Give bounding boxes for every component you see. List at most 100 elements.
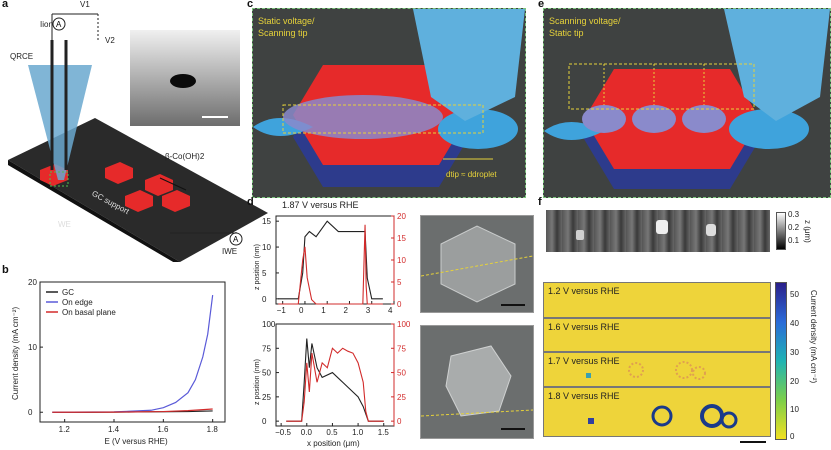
topography-colorbar xyxy=(776,212,786,250)
current-map-row-3: 1.7 V versus RHE xyxy=(543,352,771,387)
y2-tick-label: 50 xyxy=(397,369,406,378)
series-line xyxy=(278,220,383,300)
panel-label-a: a xyxy=(2,0,9,10)
label-material: β-Co(OH)2 xyxy=(165,152,205,161)
row-label: 1.7 V versus RHE xyxy=(548,356,620,366)
current-colorbar xyxy=(775,282,787,440)
x-tick-label: 4 xyxy=(388,306,393,315)
y-tick-label: 10 xyxy=(28,343,37,352)
panel-label-d: d xyxy=(247,196,254,208)
y2-tick-label: 20 xyxy=(397,212,406,221)
panel-c-dtip: dtip ≈ ddroplet xyxy=(446,170,497,179)
panel-e-schematic: Scanning voltage/ Static tip xyxy=(543,8,831,198)
ammeter-icon xyxy=(52,17,66,31)
colorbar-tick: 0 xyxy=(790,432,795,441)
y-tick-label: 0 xyxy=(262,417,267,426)
series-line xyxy=(52,408,213,413)
scale-bar xyxy=(740,441,766,443)
x-tick-label: 1.5 xyxy=(378,428,390,437)
plot-frame xyxy=(39,281,226,423)
colorbar-tick: 30 xyxy=(790,348,799,357)
panel-label-f: f xyxy=(538,196,542,208)
colorbar-tick: 10 xyxy=(790,405,799,414)
panel-label-b: b xyxy=(2,264,9,276)
scale-bar xyxy=(202,116,228,118)
panel-d-title: 1.87 V versus RHE xyxy=(282,200,359,210)
plot-frame xyxy=(275,215,395,305)
y2-tick-label: 15 xyxy=(397,234,406,243)
y2-tick-label: 25 xyxy=(397,393,406,402)
row-label: 1.8 V versus RHE xyxy=(548,391,620,401)
panel-a-schematic: A A xyxy=(8,13,268,262)
x-tick-label: 0.5 xyxy=(326,428,338,437)
series-line xyxy=(286,338,384,422)
scale-bar xyxy=(501,304,525,306)
scale-bar xyxy=(501,428,525,430)
row-label: 1.6 V versus RHE xyxy=(548,322,620,332)
panel-c-schematic: Static voltage/ Scanning tip dtip ≈ ddro… xyxy=(252,8,526,198)
legend-label: GC xyxy=(62,288,74,297)
current-map-row-2: 1.6 V versus RHE xyxy=(543,318,771,352)
series-line xyxy=(286,347,384,422)
x-tick-label: 1 xyxy=(321,306,326,315)
y2-tick-label: 0 xyxy=(397,300,402,309)
hexagon-flake xyxy=(162,190,190,212)
hexagon-flake xyxy=(105,162,133,184)
topo-tick-3: 0.1 xyxy=(788,236,800,245)
chart-d-bottom: −0.5 0.0 0.5 1.0 1.5 0 25 50 75 100 0 25 50 75 100 x po… xyxy=(254,320,411,448)
y-tick-label: 10 xyxy=(262,243,271,252)
y-tick-label: 15 xyxy=(262,217,271,226)
panel-e-caption-1: Scanning voltage/ xyxy=(549,16,621,26)
y2-tick-label: 100 xyxy=(397,320,411,329)
topo-tick-2: 0.2 xyxy=(788,223,800,232)
colorbar-tick: 50 xyxy=(790,290,799,299)
y-axis-label: z position (nm) xyxy=(254,244,261,290)
x-tick-label: 1.0 xyxy=(352,428,364,437)
hexagon-flake xyxy=(125,190,153,212)
label-v2: V2 xyxy=(105,36,115,45)
x-tick-label: 2 xyxy=(343,306,348,315)
svg-text:A: A xyxy=(56,20,62,29)
gc-support-top xyxy=(8,118,268,262)
panel-c-caption-1: Static voltage/ xyxy=(258,16,315,26)
x-tick-label: −1 xyxy=(277,306,287,315)
y-tick-label: 25 xyxy=(262,393,271,402)
current-map-row-1: 1.2 V versus RHE xyxy=(543,282,771,318)
row-label: 1.2 V versus RHE xyxy=(548,286,620,296)
pipette-cone xyxy=(28,65,92,180)
y2-tick-label: 0 xyxy=(397,417,402,426)
x-tick-label: 0 xyxy=(299,306,304,315)
series-line xyxy=(278,224,383,305)
y-tick-label: 20 xyxy=(28,278,37,287)
label-v1: V1 xyxy=(80,0,90,9)
panel-label-e: e xyxy=(538,0,545,10)
x-tick-label: 0.0 xyxy=(301,428,313,437)
sem-image-top xyxy=(420,215,534,313)
y-tick-label: 50 xyxy=(262,369,271,378)
panel-e-caption-2: Static tip xyxy=(549,28,584,38)
y2-tick-label: 5 xyxy=(397,278,402,287)
pipette-inset-image xyxy=(130,30,240,126)
y-axis-label: z position (nm) xyxy=(254,359,261,405)
y2-tick-label: 10 xyxy=(397,256,406,265)
y-tick-label: 0 xyxy=(28,408,33,417)
hexagon-flake xyxy=(145,174,173,196)
x-tick-label: 1.8 xyxy=(207,425,219,434)
droplet-marker xyxy=(49,171,69,187)
label-we: WE xyxy=(58,220,71,229)
chart-b: 1.2 1.4 1.6 1.8 0 10 20 E (V versus RHE) Current… xyxy=(11,278,226,446)
y-tick-label: 75 xyxy=(262,344,271,353)
x-tick-label: 1.4 xyxy=(108,425,120,434)
x-tick-label: 1.2 xyxy=(59,425,71,434)
x-axis-label: x position (μm) xyxy=(307,439,360,448)
y-axis-label: Current density (mA cm⁻²) xyxy=(11,307,20,400)
svg-text:A: A xyxy=(233,235,239,244)
topo-colorbar-label: z (μm) xyxy=(803,220,812,243)
topo-tick-1: 0.3 xyxy=(788,210,800,219)
y-tick-label: 100 xyxy=(262,320,276,329)
label-qrce: QRCE xyxy=(10,52,34,61)
colorbar-tick: 20 xyxy=(790,377,799,386)
y-tick-label: 0 xyxy=(262,295,267,304)
colorbar-tick: 40 xyxy=(790,319,799,328)
